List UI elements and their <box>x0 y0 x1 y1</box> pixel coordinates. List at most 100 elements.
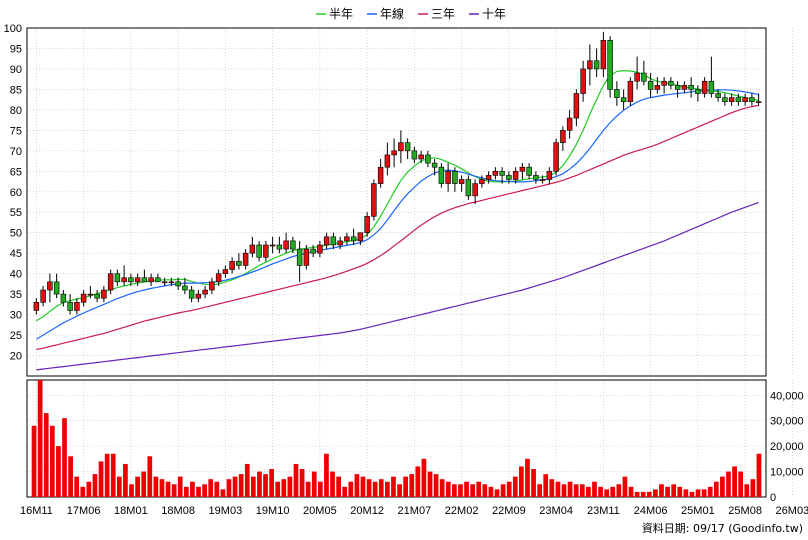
volume-bar <box>104 453 110 497</box>
volume-bar <box>683 489 689 497</box>
candle-body <box>742 97 748 102</box>
candle-body <box>175 281 181 287</box>
price-tick-label: 45 <box>10 248 22 260</box>
volume-bar <box>43 413 49 497</box>
volume-bar <box>263 474 268 497</box>
volume-bar <box>116 476 122 497</box>
candle-body <box>674 85 681 90</box>
candle-body <box>283 240 289 250</box>
candle-body <box>202 289 208 295</box>
candle-body <box>188 289 195 299</box>
volume-panel-frame <box>26 379 767 498</box>
candle-body <box>573 93 580 119</box>
volume-bar <box>391 476 396 497</box>
price-panel-frame <box>26 27 767 377</box>
candle-body <box>67 302 73 311</box>
candle-body <box>94 293 100 299</box>
candle-body <box>256 244 262 258</box>
candle-body <box>74 302 80 311</box>
volume-bar <box>525 458 530 497</box>
volume-bar <box>31 425 37 497</box>
candle-body <box>128 277 134 283</box>
x-tick-label: 26M03 <box>776 505 808 517</box>
volume-bar <box>147 456 153 497</box>
volume-bar <box>519 466 524 497</box>
volume-bar <box>458 484 463 497</box>
ma-3y-line <box>36 104 759 350</box>
volume-bar <box>141 471 147 497</box>
volume-bar <box>634 491 640 497</box>
volume-bar <box>756 453 762 497</box>
volume-bar <box>86 481 92 497</box>
candle-body <box>681 85 688 90</box>
volume-bar <box>579 484 585 497</box>
candlesticks <box>33 32 762 315</box>
candle-body <box>317 244 323 254</box>
volume-bar <box>506 481 512 497</box>
candle-body <box>600 39 607 70</box>
x-tick-label: 22M09 <box>492 505 526 517</box>
volume-bar <box>232 476 238 497</box>
price-tick-label: 60 <box>10 187 22 199</box>
volume-bar <box>49 425 55 497</box>
volume-bar <box>512 476 518 497</box>
price-tick-label: 85 <box>10 84 22 96</box>
volume-bar <box>159 479 165 497</box>
x-tick-label: 25M08 <box>728 505 762 517</box>
candle-body <box>526 166 532 176</box>
candle-body <box>155 277 161 283</box>
candle-body <box>634 72 640 82</box>
volume-bar <box>726 471 731 497</box>
candle-body <box>654 85 661 90</box>
volume-bar <box>244 463 250 497</box>
volume-bar <box>226 479 232 497</box>
volume-bar <box>561 484 567 497</box>
x-tick-label: 18M01 <box>114 505 148 517</box>
volume-bar <box>80 486 86 497</box>
volume-bar <box>317 481 323 497</box>
volume-bar <box>62 418 67 497</box>
candle-body <box>114 273 121 283</box>
candle-body <box>364 216 370 234</box>
volume-bar <box>671 484 677 497</box>
candle-body <box>539 179 546 181</box>
candle-body <box>47 281 53 291</box>
candle-body <box>141 277 148 283</box>
candle-body <box>553 142 559 172</box>
volume-bar <box>311 471 317 497</box>
volume-bar <box>531 469 536 497</box>
volume-bar <box>598 486 603 497</box>
volume-bar <box>183 486 189 497</box>
price-tick-label: 35 <box>10 289 22 301</box>
volume-bar <box>366 479 372 497</box>
volume-bar <box>135 476 140 497</box>
volume-bar <box>299 469 305 497</box>
volume-bar <box>452 484 457 497</box>
price-tick-label: 40 <box>10 269 22 281</box>
candle-body <box>53 281 60 295</box>
candle-body <box>222 269 229 274</box>
volume-bar <box>372 481 378 497</box>
volume-bar <box>98 461 104 497</box>
volume-bar <box>257 471 262 497</box>
candle-body <box>485 175 492 180</box>
candle-body <box>452 170 458 184</box>
candle-body <box>323 236 330 246</box>
candle-body <box>445 170 451 184</box>
volume-bar <box>695 489 701 497</box>
x-tick-label: 21M07 <box>398 505 432 517</box>
legend-label-3: 十年 <box>482 7 506 21</box>
candle-body <box>479 179 485 184</box>
x-tick-label: 20M05 <box>303 505 337 517</box>
volume-bar <box>665 486 670 497</box>
candle-body <box>431 162 438 168</box>
moving-average-lines <box>36 69 759 371</box>
volume-bar <box>439 479 445 497</box>
candle-body <box>641 72 647 82</box>
volume-bar <box>476 481 482 497</box>
volume-bar <box>330 471 335 497</box>
candle-body <box>519 166 526 172</box>
candle-body <box>458 179 465 184</box>
candle-body <box>236 261 242 266</box>
volume-bar <box>482 484 488 497</box>
